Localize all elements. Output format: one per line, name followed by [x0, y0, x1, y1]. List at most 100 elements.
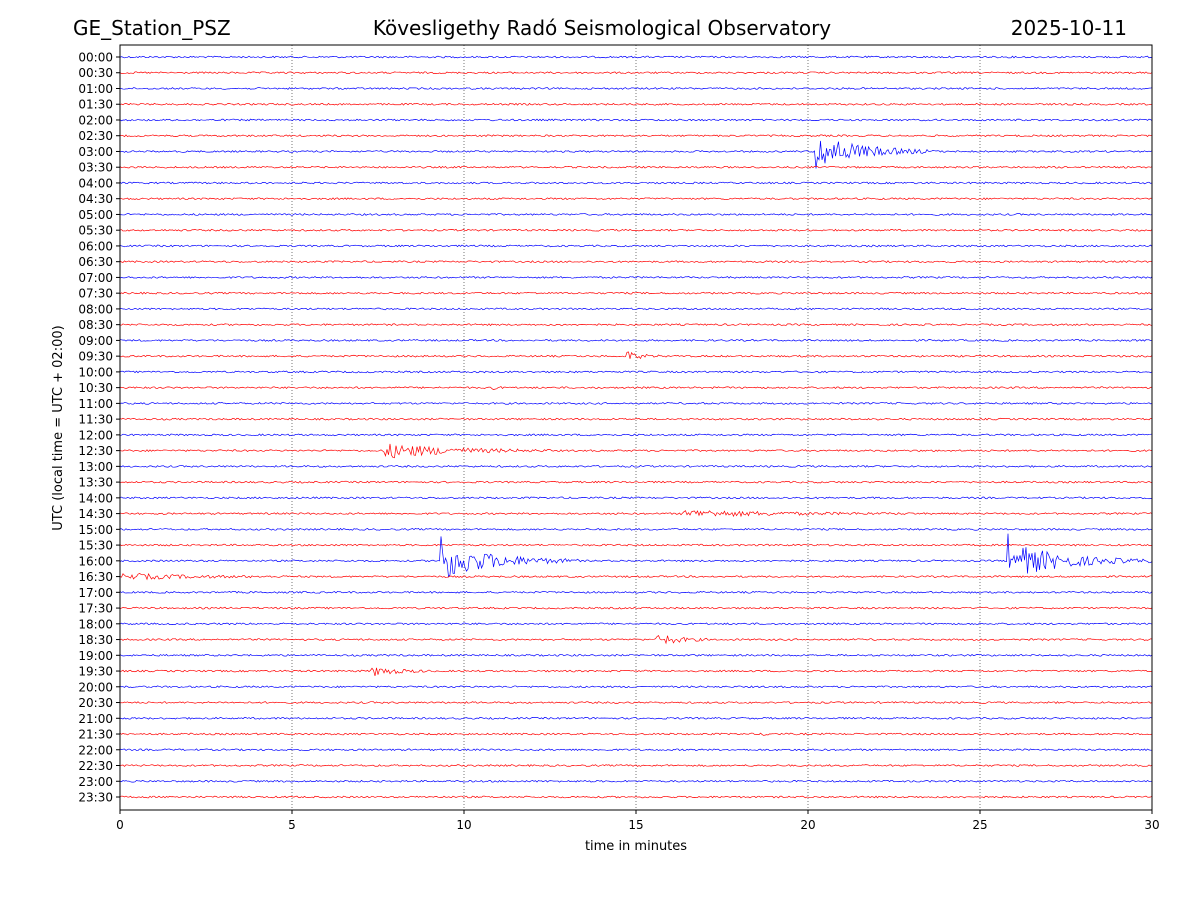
y-tick-label: 08:00 [78, 302, 113, 316]
trace-1030 [119, 386, 1153, 390]
y-tick-label: 03:30 [78, 161, 113, 175]
y-tick-label: 20:30 [78, 696, 113, 710]
y-tick-label: 17:00 [78, 586, 113, 600]
trace-0400 [119, 181, 1153, 185]
title-station: GE_Station_PSZ [73, 16, 231, 40]
trace-1330 [119, 480, 1153, 484]
title-observatory: Kövesligethy Radó Seismological Observat… [373, 16, 831, 40]
trace-0100 [119, 87, 1153, 90]
y-tick-label: 12:30 [78, 444, 113, 458]
trace-1630 [119, 572, 1153, 581]
y-tick-label: 05:00 [78, 208, 113, 222]
trace-2100 [119, 716, 1153, 720]
trace-1730 [119, 606, 1153, 610]
x-axis-ticks: 0 5 10 15 20 25 30 [116, 810, 1160, 832]
y-tick-label: 06:30 [78, 255, 113, 269]
trace-2300 [119, 779, 1153, 783]
y-tick-label: 22:30 [78, 759, 113, 773]
y-tick-label: 14:30 [78, 507, 113, 521]
y-tick-label: 11:30 [78, 413, 113, 427]
trace-0200 [119, 118, 1153, 122]
trace-1000 [119, 370, 1153, 374]
y-tick-label: 04:00 [78, 176, 113, 190]
trace-1100 [119, 402, 1153, 405]
y-tick-label: 13:00 [78, 460, 113, 474]
trace-1930 [119, 667, 1153, 677]
trace-0900 [119, 339, 1153, 342]
y-tick-label: 16:30 [78, 570, 113, 584]
y-tick-label: 09:30 [78, 350, 113, 364]
x-tick-label: 15 [628, 818, 643, 832]
trace-1600 [119, 533, 1153, 578]
y-tick-label: 18:30 [78, 633, 113, 647]
trace-2330 [119, 795, 1153, 799]
y-tick-label: 07:00 [78, 271, 113, 285]
trace-1830 [119, 635, 1153, 645]
y-tick-label: 17:30 [78, 602, 113, 616]
y-tick-label: 20:00 [78, 680, 113, 694]
trace-0430 [119, 197, 1153, 201]
x-tick-label: 20 [800, 818, 815, 832]
y-tick-label: 09:00 [78, 334, 113, 348]
trace-0800 [120, 307, 1153, 311]
trace-0830 [119, 323, 1153, 327]
y-tick-label: 04:30 [78, 192, 113, 206]
y-tick-label: 10:30 [78, 381, 113, 395]
trace-1130 [119, 417, 1153, 421]
y-tick-label: 03:00 [78, 145, 113, 159]
y-tick-label: 15:00 [78, 523, 113, 537]
trace-0630 [119, 260, 1153, 264]
y-tick-label: 01:00 [78, 82, 113, 96]
trace-1500 [119, 527, 1153, 531]
y-tick-label: 23:30 [78, 791, 113, 805]
y-tick-label: 23:00 [78, 775, 113, 789]
y-tick-label: 14:00 [78, 491, 113, 505]
traces [119, 55, 1153, 799]
trace-2000 [119, 685, 1153, 689]
y-tick-label: 00:00 [78, 51, 113, 65]
y-tick-label: 15:30 [78, 539, 113, 553]
title-date: 2025-10-11 [1011, 16, 1127, 40]
y-tick-label: 05:30 [78, 224, 113, 238]
x-tick-label: 25 [972, 818, 987, 832]
y-tick-label: 16:00 [78, 554, 113, 568]
trace-1430 [119, 510, 1153, 518]
trace-0230 [119, 134, 1153, 138]
trace-0330 [119, 165, 1153, 169]
y-tick-label: 13:30 [78, 476, 113, 490]
trace-0130 [119, 102, 1153, 106]
x-axis-label: time in minutes [585, 839, 687, 854]
y-axis-label: UTC (local time = UTC + 02:00) [51, 325, 66, 530]
axes-frame [119, 44, 1153, 811]
x-tick-label: 0 [116, 818, 124, 832]
y-tick-label: 22:00 [78, 743, 113, 757]
trace-2130 [119, 732, 1153, 736]
y-tick-label: 00:30 [78, 66, 113, 80]
y-tick-label: 02:30 [78, 129, 113, 143]
trace-0600 [119, 244, 1153, 248]
trace-1800 [119, 622, 1153, 626]
x-tick-label: 5 [288, 818, 296, 832]
trace-1530 [119, 543, 1153, 547]
y-tick-label: 02:00 [78, 113, 113, 127]
trace-1400 [119, 496, 1153, 500]
trace-0300 [119, 140, 1153, 169]
trace-0730 [119, 291, 1153, 295]
trace-0500 [119, 213, 1153, 216]
y-tick-label: 18:00 [78, 617, 113, 631]
y-tick-label: 21:30 [78, 728, 113, 742]
y-tick-label: 12:00 [78, 428, 113, 442]
y-tick-label: 19:00 [78, 649, 113, 663]
y-tick-label: 21:00 [78, 712, 113, 726]
trace-1230 [119, 443, 1153, 459]
trace-0530 [119, 228, 1153, 232]
y-tick-label: 06:00 [78, 239, 113, 253]
trace-0000 [119, 55, 1153, 59]
trace-2200 [119, 748, 1153, 752]
x-tick-label: 10 [456, 818, 471, 832]
trace-1700 [119, 590, 1153, 594]
y-tick-label: 19:30 [78, 665, 113, 679]
trace-2230 [119, 764, 1153, 767]
